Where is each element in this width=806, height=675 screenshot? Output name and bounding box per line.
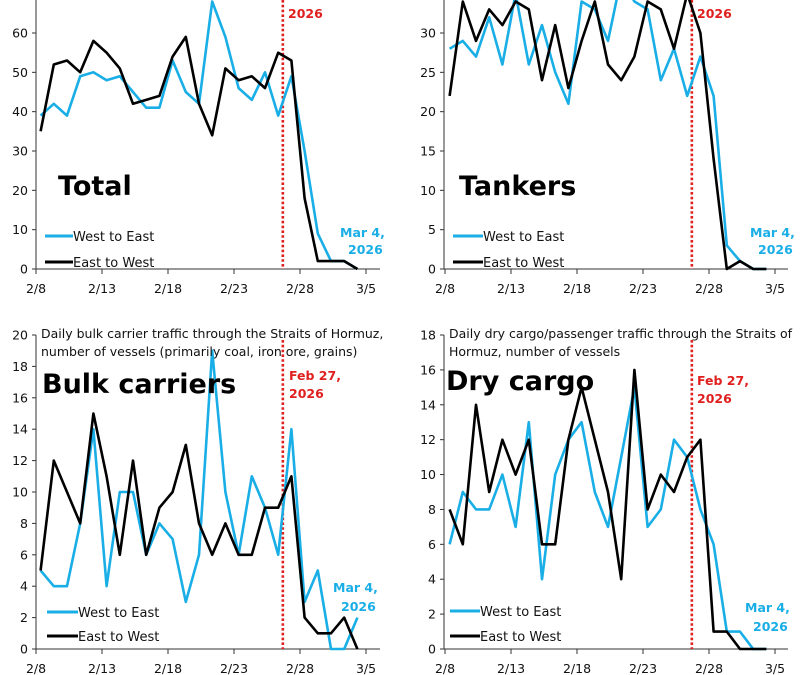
y-tick-label: 6 (20, 547, 28, 562)
panel-subtitle-line2: number of vessels (primarily coal, iron … (41, 344, 357, 359)
y-tick-label: 18 (420, 328, 436, 343)
y-tick-label: 20 (12, 183, 28, 198)
x-tick-label: 2/13 (88, 661, 116, 675)
y-tick-label: 6 (428, 537, 436, 552)
y-tick-label: 0 (20, 642, 28, 657)
x-tick-label: 2/23 (220, 661, 248, 675)
x-tick-label: 2/23 (629, 661, 657, 675)
y-tick-label: 20 (12, 328, 28, 343)
end-year-label: 2026 (341, 599, 376, 614)
x-tick-label: 3/5 (765, 281, 785, 296)
y-tick-label: 50 (12, 65, 28, 80)
series-group (39, 0, 359, 271)
panel-title: Total (58, 171, 132, 202)
x-tick-label: 3/5 (765, 661, 785, 675)
y-tick-label: 12 (12, 453, 28, 468)
panel-dry-cargo: 0 2 4 6 8 10 12 14 16 18 2/8 2/13 2/18 2/23 2/28 3/5 Dry… (420, 326, 793, 675)
x-tick-label: 2/28 (695, 661, 723, 675)
y-tick-label: 14 (12, 422, 28, 437)
x-tick-label: 2/18 (563, 661, 591, 675)
y-tick-label: 20 (420, 104, 436, 119)
y-tick-label: 14 (420, 397, 436, 412)
y-tick-label: 16 (12, 390, 28, 405)
end-date-label: Mar 4, (745, 600, 790, 615)
end-date-label: Mar 4, (750, 225, 795, 240)
legend-label: East to West (483, 256, 564, 271)
y-tick-label: 30 (12, 144, 28, 159)
panel-subtitle: Daily bulk carrier traffic through the S… (41, 326, 383, 341)
x-tick-label: 2/18 (563, 281, 591, 296)
x-tick-label: 2/8 (435, 661, 455, 675)
y-tick-label: 5 (428, 222, 436, 237)
y-tick-label: 8 (428, 502, 436, 517)
legend-label: East to West (480, 630, 561, 645)
x-tick-label: 2/28 (286, 661, 314, 675)
panel-subtitle: Daily dry cargo/passenger traffic throug… (449, 326, 793, 341)
x-tick-label: 3/5 (356, 281, 376, 296)
end-date-label: Mar 4, (333, 580, 378, 595)
legend-label: East to West (73, 256, 154, 271)
event-year-label: 2026 (288, 6, 323, 21)
x-tick-label: 2/8 (26, 661, 46, 675)
x-tick-label: 2/23 (220, 281, 248, 296)
x-tick-label: 2/18 (154, 281, 182, 296)
event-date-label: Feb 27, (697, 373, 749, 388)
y-tick-label: 0 (20, 262, 28, 277)
y-tick-label: 10 (420, 467, 436, 482)
series-group (448, 0, 767, 271)
x-tick-label: 2/23 (629, 281, 657, 296)
x-tick-label: 2/13 (88, 281, 116, 296)
end-year-label: 2026 (758, 242, 793, 257)
legend-label: West to East (480, 605, 561, 620)
y-tick-label: 0 (428, 262, 436, 277)
end-year-label: 2026 (753, 619, 788, 634)
x-tick-label: 2/8 (26, 281, 46, 296)
panel-title: Tankers (459, 171, 576, 202)
panel-subtitle-line2: Hormuz, number of vessels (449, 344, 620, 359)
legend-label: West to East (73, 230, 154, 245)
event-date-label: Feb 27, (289, 368, 341, 383)
y-tick-label: 30 (420, 26, 436, 41)
y-tick-label: 10 (12, 222, 28, 237)
x-tick-label: 3/5 (356, 661, 376, 675)
x-tick-label: 2/13 (497, 661, 525, 675)
series-group (39, 349, 359, 651)
panel-title: Bulk carriers (42, 369, 236, 400)
event-year-label: 2026 (289, 386, 324, 401)
panel-bulk-carriers: 0 2 4 6 8 10 12 14 16 18 20 2/8 2/13 2/18 2/23 2/28 3/5 B… (12, 326, 383, 675)
y-tick-label: 4 (20, 579, 28, 594)
x-tick-label: 2/28 (695, 281, 723, 296)
event-year-label: 2026 (697, 6, 732, 21)
series-group (448, 368, 767, 651)
y-tick-label: 8 (20, 516, 28, 531)
y-tick-label: 15 (420, 144, 436, 159)
panel-title: Dry cargo (446, 366, 594, 397)
y-tick-label: 16 (420, 362, 436, 377)
panel-total: 0 10 20 30 40 50 60 2/8 2/13 2/18 2/23 2/28 3/5 Total… (12, 0, 385, 296)
y-tick-label: 4 (428, 572, 436, 587)
y-tick-label: 25 (420, 65, 436, 80)
x-tick-label: 2/28 (286, 281, 314, 296)
y-tick-label: 12 (420, 432, 436, 447)
y-tick-label: 18 (12, 359, 28, 374)
y-tick-label: 0 (428, 642, 436, 657)
x-tick-label: 2/8 (435, 281, 455, 296)
series-line-west-to-east (448, 0, 767, 271)
legend-label: East to West (78, 630, 159, 645)
x-tick-label: 2/18 (154, 661, 182, 675)
event-year-label: 2026 (697, 391, 732, 406)
panel-tankers: 0 5 10 15 20 25 30 2/8 2/13 2/18 2/23 2/28 3/5 Tanker… (420, 0, 795, 296)
legend-label: West to East (78, 606, 159, 621)
end-year-label: 2026 (348, 242, 383, 257)
end-date-label: Mar 4, (340, 225, 385, 240)
y-tick-label: 10 (12, 485, 28, 500)
y-tick-label: 2 (20, 610, 28, 625)
y-tick-label: 40 (12, 104, 28, 119)
y-tick-label: 60 (12, 26, 28, 41)
legend-label: West to East (483, 230, 564, 245)
y-tick-label: 2 (428, 607, 436, 622)
x-tick-label: 2/13 (497, 281, 525, 296)
y-tick-label: 10 (420, 183, 436, 198)
